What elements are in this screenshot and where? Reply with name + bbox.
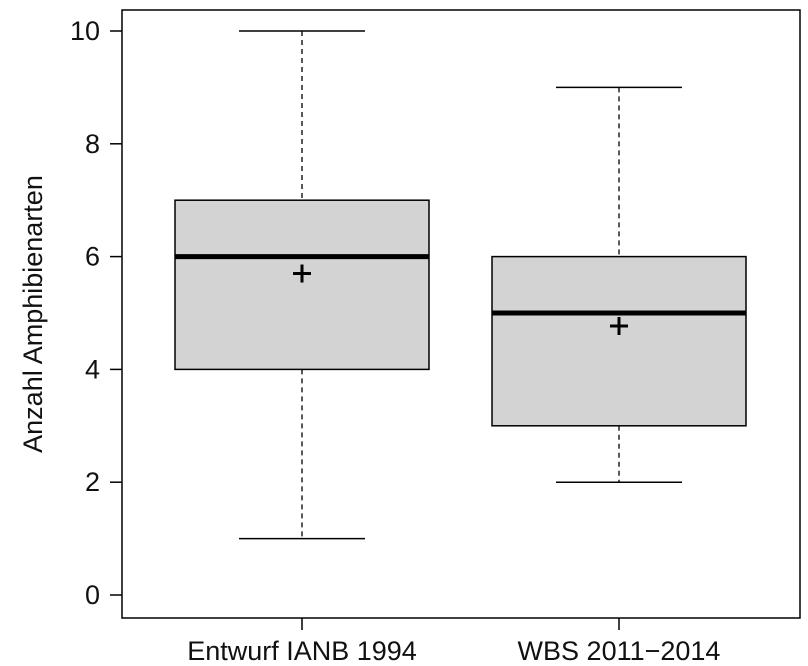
x-category-label-1: WBS 2011−2014 — [518, 636, 721, 666]
iqr-box-1 — [491, 255, 747, 427]
y-tick-label-5: 10 — [70, 16, 100, 46]
box-group-0 — [174, 30, 430, 540]
y-tick-label-3: 6 — [85, 242, 100, 272]
plot-frame — [121, 9, 801, 619]
y-axis-title: Anzahl Amphibienarten — [18, 175, 48, 453]
y-tick-label-1: 2 — [85, 467, 100, 497]
y-tick-label-4: 8 — [85, 129, 100, 159]
iqr-box-0 — [174, 199, 430, 371]
y-tick-label-2: 4 — [85, 354, 100, 384]
y-axis: 0 2 4 6 8 10 — [70, 16, 122, 610]
box-group-1 — [491, 86, 747, 483]
boxes — [174, 30, 747, 540]
x-axis: Entwurf IANB 1994 WBS 2011−2014 — [187, 618, 720, 666]
x-category-label-0: Entwurf IANB 1994 — [187, 636, 417, 666]
y-tick-label-0: 0 — [85, 580, 100, 610]
